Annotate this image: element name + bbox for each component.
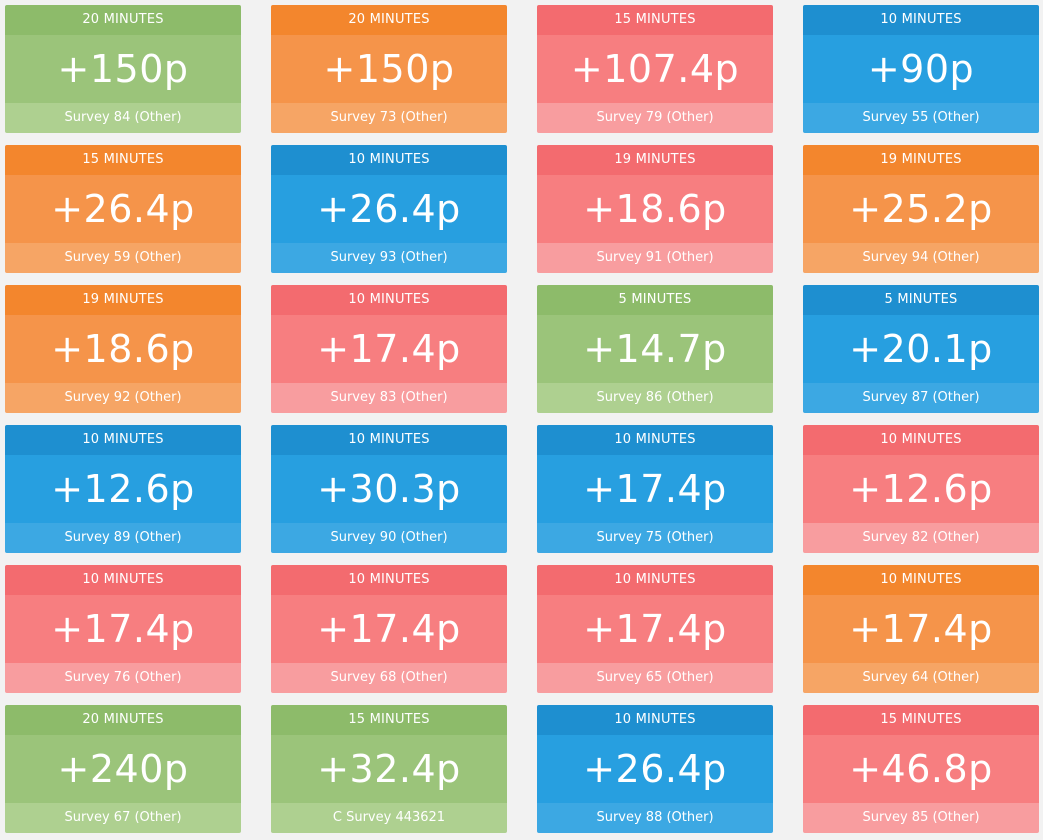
survey-card[interactable]: 20 MINUTES +240p Survey 67 (Other) xyxy=(5,705,241,833)
survey-card[interactable]: 19 MINUTES +25.2p Survey 94 (Other) xyxy=(803,145,1039,273)
survey-reward: +14.7p xyxy=(537,315,773,383)
survey-reward: +26.4p xyxy=(537,735,773,803)
survey-reward: +25.2p xyxy=(803,175,1039,243)
survey-reward: +150p xyxy=(5,35,241,103)
survey-duration: 15 MINUTES xyxy=(5,145,241,175)
survey-duration: 20 MINUTES xyxy=(5,5,241,35)
survey-duration: 10 MINUTES xyxy=(271,285,507,315)
survey-duration: 19 MINUTES xyxy=(537,145,773,175)
survey-reward: +17.4p xyxy=(271,315,507,383)
survey-card[interactable]: 10 MINUTES +90p Survey 55 (Other) xyxy=(803,5,1039,133)
survey-card[interactable]: 20 MINUTES +150p Survey 73 (Other) xyxy=(271,5,507,133)
survey-reward: +12.6p xyxy=(5,455,241,523)
survey-title: Survey 73 (Other) xyxy=(271,103,507,133)
survey-card[interactable]: 19 MINUTES +18.6p Survey 92 (Other) xyxy=(5,285,241,413)
survey-reward: +150p xyxy=(271,35,507,103)
survey-duration: 5 MINUTES xyxy=(803,285,1039,315)
survey-duration: 10 MINUTES xyxy=(803,5,1039,35)
survey-grid: 20 MINUTES +150p Survey 84 (Other) 20 MINUT… xyxy=(5,5,1039,833)
survey-reward: +90p xyxy=(803,35,1039,103)
survey-reward: +12.6p xyxy=(803,455,1039,523)
survey-title: Survey 88 (Other) xyxy=(537,803,773,833)
survey-duration: 10 MINUTES xyxy=(803,565,1039,595)
survey-title: Survey 86 (Other) xyxy=(537,383,773,413)
survey-card[interactable]: 5 MINUTES +20.1p Survey 87 (Other) xyxy=(803,285,1039,413)
survey-card[interactable]: 10 MINUTES +17.4p Survey 75 (Other) xyxy=(537,425,773,553)
survey-reward: +17.4p xyxy=(537,455,773,523)
survey-duration: 10 MINUTES xyxy=(803,425,1039,455)
survey-reward: +17.4p xyxy=(803,595,1039,663)
survey-duration: 19 MINUTES xyxy=(803,145,1039,175)
survey-title: C Survey 443621 xyxy=(271,803,507,833)
survey-duration: 10 MINUTES xyxy=(271,565,507,595)
survey-card[interactable]: 10 MINUTES +17.4p Survey 64 (Other) xyxy=(803,565,1039,693)
survey-duration: 10 MINUTES xyxy=(537,565,773,595)
survey-reward: +46.8p xyxy=(803,735,1039,803)
survey-reward: +107.4p xyxy=(537,35,773,103)
survey-reward: +17.4p xyxy=(271,595,507,663)
survey-title: Survey 75 (Other) xyxy=(537,523,773,553)
survey-duration: 15 MINUTES xyxy=(537,5,773,35)
survey-card[interactable]: 10 MINUTES +17.4p Survey 83 (Other) xyxy=(271,285,507,413)
survey-card[interactable]: 5 MINUTES +14.7p Survey 86 (Other) xyxy=(537,285,773,413)
survey-duration: 10 MINUTES xyxy=(5,425,241,455)
survey-reward: +26.4p xyxy=(5,175,241,243)
survey-duration: 10 MINUTES xyxy=(271,145,507,175)
survey-title: Survey 94 (Other) xyxy=(803,243,1039,273)
survey-card[interactable]: 19 MINUTES +18.6p Survey 91 (Other) xyxy=(537,145,773,273)
survey-duration: 10 MINUTES xyxy=(537,425,773,455)
survey-reward: +240p xyxy=(5,735,241,803)
survey-title: Survey 65 (Other) xyxy=(537,663,773,693)
survey-reward: +18.6p xyxy=(537,175,773,243)
survey-card[interactable]: 15 MINUTES +107.4p Survey 79 (Other) xyxy=(537,5,773,133)
survey-title: Survey 84 (Other) xyxy=(5,103,241,133)
survey-reward: +18.6p xyxy=(5,315,241,383)
survey-card[interactable]: 10 MINUTES +26.4p Survey 88 (Other) xyxy=(537,705,773,833)
survey-card[interactable]: 15 MINUTES +46.8p Survey 85 (Other) xyxy=(803,705,1039,833)
survey-card[interactable]: 10 MINUTES +17.4p Survey 65 (Other) xyxy=(537,565,773,693)
survey-reward: +17.4p xyxy=(537,595,773,663)
survey-title: Survey 67 (Other) xyxy=(5,803,241,833)
survey-reward: +17.4p xyxy=(5,595,241,663)
survey-title: Survey 87 (Other) xyxy=(803,383,1039,413)
survey-card[interactable]: 10 MINUTES +26.4p Survey 93 (Other) xyxy=(271,145,507,273)
survey-duration: 20 MINUTES xyxy=(5,705,241,735)
survey-card[interactable]: 10 MINUTES +12.6p Survey 82 (Other) xyxy=(803,425,1039,553)
survey-title: Survey 92 (Other) xyxy=(5,383,241,413)
survey-title: Survey 91 (Other) xyxy=(537,243,773,273)
survey-reward: +30.3p xyxy=(271,455,507,523)
survey-duration: 20 MINUTES xyxy=(271,5,507,35)
survey-title: Survey 85 (Other) xyxy=(803,803,1039,833)
survey-title: Survey 89 (Other) xyxy=(5,523,241,553)
survey-card[interactable]: 15 MINUTES +32.4p C Survey 443621 xyxy=(271,705,507,833)
survey-reward: +26.4p xyxy=(271,175,507,243)
survey-title: Survey 93 (Other) xyxy=(271,243,507,273)
survey-duration: 10 MINUTES xyxy=(537,705,773,735)
survey-duration: 15 MINUTES xyxy=(271,705,507,735)
survey-title: Survey 68 (Other) xyxy=(271,663,507,693)
survey-title: Survey 79 (Other) xyxy=(537,103,773,133)
survey-duration: 10 MINUTES xyxy=(5,565,241,595)
survey-title: Survey 90 (Other) xyxy=(271,523,507,553)
survey-reward: +32.4p xyxy=(271,735,507,803)
survey-card[interactable]: 10 MINUTES +30.3p Survey 90 (Other) xyxy=(271,425,507,553)
survey-duration: 19 MINUTES xyxy=(5,285,241,315)
survey-card[interactable]: 10 MINUTES +12.6p Survey 89 (Other) xyxy=(5,425,241,553)
survey-duration: 15 MINUTES xyxy=(803,705,1039,735)
survey-card[interactable]: 10 MINUTES +17.4p Survey 76 (Other) xyxy=(5,565,241,693)
survey-duration: 10 MINUTES xyxy=(271,425,507,455)
survey-card[interactable]: 10 MINUTES +17.4p Survey 68 (Other) xyxy=(271,565,507,693)
survey-title: Survey 59 (Other) xyxy=(5,243,241,273)
survey-title: Survey 55 (Other) xyxy=(803,103,1039,133)
survey-reward: +20.1p xyxy=(803,315,1039,383)
survey-title: Survey 82 (Other) xyxy=(803,523,1039,553)
survey-card[interactable]: 20 MINUTES +150p Survey 84 (Other) xyxy=(5,5,241,133)
survey-title: Survey 83 (Other) xyxy=(271,383,507,413)
survey-title: Survey 64 (Other) xyxy=(803,663,1039,693)
survey-duration: 5 MINUTES xyxy=(537,285,773,315)
survey-card[interactable]: 15 MINUTES +26.4p Survey 59 (Other) xyxy=(5,145,241,273)
survey-title: Survey 76 (Other) xyxy=(5,663,241,693)
